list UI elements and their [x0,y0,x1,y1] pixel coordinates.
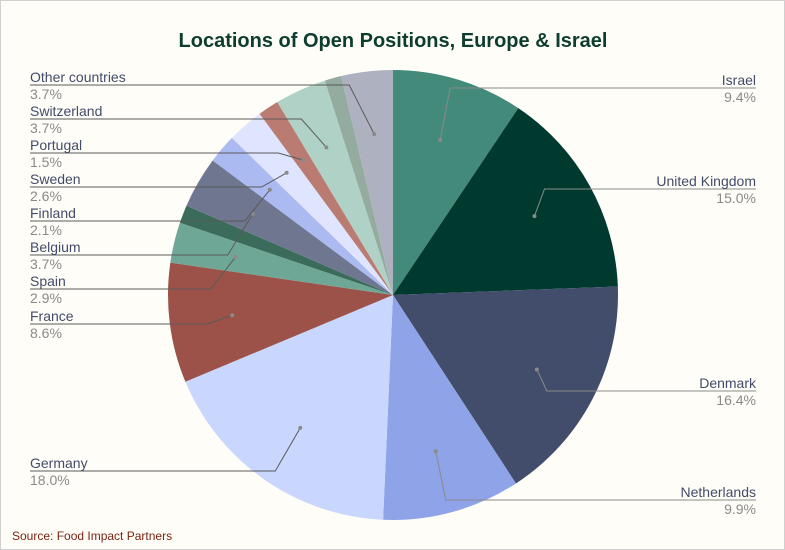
pie-slice [393,108,618,295]
value-label: 1.5% [30,154,62,170]
legend-label: Portugal [30,137,82,153]
legend-label: Sweden [30,171,81,187]
leader-line [533,188,756,217]
leader-line [30,118,327,148]
leader-line [435,451,756,501]
leader-line [30,213,254,256]
pie-slice [324,76,393,296]
leader-dot [372,132,377,137]
leader-dot [324,145,329,150]
pie-slice [383,295,516,520]
pie-slice [167,262,393,382]
pie-slice [393,70,519,295]
leader-line [439,87,756,141]
leader-dot [267,187,272,192]
leader-line [30,314,233,325]
pie-slice [231,113,393,295]
chart-title: Locations of Open Positions, Europe & Is… [179,30,608,52]
pie-slice [179,205,393,295]
legend-label: Denmark [699,375,757,391]
value-label: 2.1% [30,222,62,238]
leader-line [30,189,271,222]
leader-line [30,84,375,135]
value-label: 15.0% [716,190,756,206]
leader-dot [532,214,537,219]
legend-label: Finland [30,205,76,221]
leader-dot [284,170,289,175]
leader-line [30,427,301,472]
legend-label: Israel [722,72,756,88]
legend-label: Other countries [30,69,126,85]
legend-label: Spain [30,273,66,289]
legend-label: Switzerland [30,103,102,119]
pie-slice [393,286,618,484]
value-label: 2.9% [30,290,62,306]
legend-label: Belgium [30,239,81,255]
pie-slice [212,137,393,295]
pie-slice [170,222,393,295]
value-label: 8.6% [30,325,62,341]
legend-label: United Kingdom [656,173,756,189]
value-label: 2.6% [30,188,62,204]
pie-slice [259,102,393,295]
legend-label: Netherlands [681,484,757,500]
pie-slice [341,70,393,295]
leader-dot [433,449,438,454]
leader-dot [298,425,303,430]
source-note: Source: Food Impact Partners [12,529,172,543]
leader-dot [233,255,238,260]
value-label: 18.0% [30,472,70,488]
pie-slice [186,160,393,295]
leader-line [536,369,756,392]
value-label: 3.7% [30,86,62,102]
leader-dot [230,313,235,318]
value-label: 3.7% [30,256,62,272]
value-label: 16.4% [716,392,756,408]
leader-dot [534,367,539,372]
leader-dot [301,158,306,163]
pie-slice [277,80,393,295]
pie-slice [185,295,393,520]
leader-line [30,172,287,188]
leader-line [30,152,304,161]
leader-line [30,256,236,290]
legend-label: France [30,308,74,324]
value-label: 9.9% [724,501,756,517]
legend-label: Germany [30,455,88,471]
value-label: 3.7% [30,120,62,136]
leader-dot [438,138,443,143]
value-label: 9.4% [724,89,756,105]
